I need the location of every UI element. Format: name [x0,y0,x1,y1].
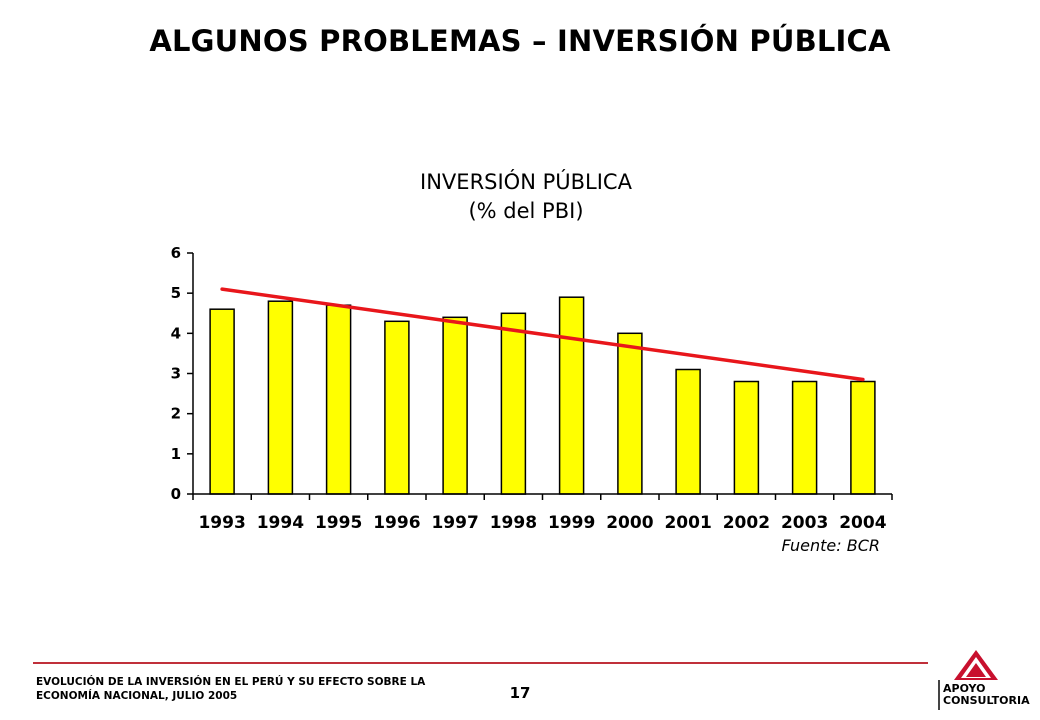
bar-1995 [325,304,352,495]
source-note: Fuente: BCR [781,536,880,555]
x-tick-label: 2002 [723,513,770,533]
bar-1994 [267,300,294,495]
x-tick-label: 1997 [431,513,478,533]
bars-layer [209,296,876,495]
bar-2004 [850,380,876,495]
x-tick-label: 1998 [490,513,537,533]
bar-2003 [791,380,818,495]
footer-divider [33,662,928,664]
y-tick-label: 4 [171,324,181,342]
x-tick-label: 1994 [257,513,304,533]
y-tick-label: 2 [171,405,181,423]
bar-chart: INVERSIÓN PÚBLICA (% del PBI) 0 1 2 3 4 5 6 199… [171,169,893,555]
x-tick-label: 2000 [606,513,653,533]
x-tick-label: 1999 [548,513,595,533]
chart-subtitle: (% del PBI) [468,199,583,223]
bar-2002 [733,380,760,495]
y-tick-label: 5 [171,284,181,302]
x-tick-label: 1995 [315,513,362,533]
footer-line-2: ECONOMÍA NACIONAL, JULIO 2005 [36,690,238,702]
bar-1997 [442,316,468,495]
footer-line-1: EVOLUCIÓN DE LA INVERSIÓN EN EL PERÚ Y S… [36,676,426,688]
y-tick-label: 1 [171,445,181,463]
bar-1996 [384,320,410,495]
bar-2001 [675,368,701,495]
trend-line [220,287,865,382]
y-tick-label: 3 [171,365,181,383]
x-tick-label: 1993 [198,513,245,533]
chart-title: INVERSIÓN PÚBLICA [420,169,633,194]
page-number: 17 [509,684,531,702]
logo-text: APOYO CONSULTORIA [943,683,1030,707]
x-tick-label: 2001 [664,513,711,533]
y-tick-label: 0 [171,485,181,503]
bar-1998 [500,312,527,495]
x-tick-label: 2003 [781,513,828,533]
x-tick-label: 2004 [839,513,886,533]
slide-title: ALGUNOS PROBLEMAS – INVERSIÓN PÚBLICA [149,24,891,58]
logo-line-1: APOYO [943,682,986,695]
bar-1993 [209,308,235,495]
bar-1999 [558,296,585,495]
trend-layer [220,287,865,382]
apoyo-logo-icon [938,650,998,710]
logo-line-2: CONSULTORIA [943,694,1030,707]
x-tick-label: 1996 [373,513,420,533]
axes: 0 1 2 3 4 5 6 1993 1994 1995 1996 1997 1998 1999 2000 2… [171,244,893,533]
footer-caption: EVOLUCIÓN DE LA INVERSIÓN EN EL PERÚ Y S… [36,675,476,703]
y-tick-label: 6 [171,244,181,262]
bar-2000 [617,332,643,495]
